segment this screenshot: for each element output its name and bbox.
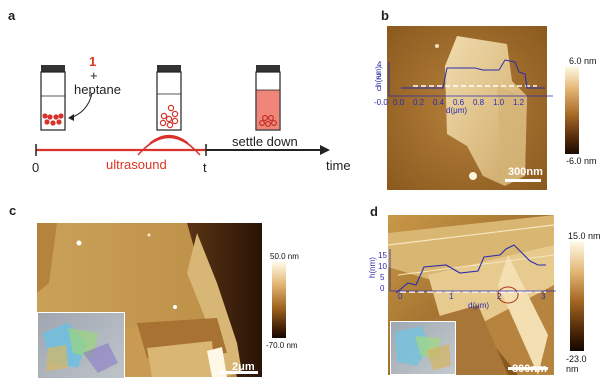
colorbar-d-max: 15.0 nm	[568, 231, 601, 241]
axis-time-label: time	[326, 158, 351, 173]
profile-ytick-d-0: 0	[380, 284, 385, 293]
profile-xtick-b-06: 0.6	[453, 98, 465, 107]
scalebar-b: 300nm	[508, 166, 543, 178]
profile-ytick-b-4: 4	[377, 60, 382, 69]
profile-ytick-b-0: 0	[377, 84, 382, 93]
panel-b: b h(nm) 4 2 0 -0.0 0.0 0.2	[370, 0, 601, 195]
profile-xtick-b-08: 0.8	[473, 98, 485, 107]
vial-2	[156, 65, 182, 131]
scalebar-d: 800nm	[512, 363, 547, 375]
axis-zero-label: 0	[32, 160, 40, 175]
profile-axes-d	[389, 249, 556, 292]
colorbar-b-min: -6.0 nm	[566, 156, 597, 166]
panel-c-label: c	[9, 203, 17, 218]
profile-xtick-d-1: 1	[449, 292, 454, 301]
step-settle-label: settle down	[232, 134, 298, 149]
profile-xtick-b-02: 0.2	[413, 98, 425, 107]
vial-1	[40, 65, 66, 131]
panel-d: d h(nm) 15 10 5 0 0 1 2 3 d(μm)	[310, 195, 601, 379]
vial-3	[255, 65, 281, 131]
step-ultrasound-label: ultrasound	[106, 157, 167, 172]
reagent-number: 1	[89, 54, 97, 69]
colorbar-d-min: -23.0 nm	[566, 354, 587, 374]
profile-ytick-b-2: 2	[377, 72, 382, 81]
panel-c: c 2μm	[0, 195, 310, 379]
profile-axes-b	[388, 62, 553, 97]
axis-t-label: t	[203, 160, 207, 175]
profile-xlabel-d: d(μm)	[468, 301, 490, 310]
afm-image-d	[388, 215, 554, 375]
profile-xtick-d-3: 3	[541, 292, 546, 301]
scalebar-c: 2μm	[232, 361, 255, 373]
panel-a-schematic	[35, 65, 330, 156]
profile-ytick-d-10: 10	[378, 262, 387, 271]
colorbar-b-max: 6.0 nm	[569, 56, 597, 66]
profile-xtick-b-00a: -0.0	[374, 98, 388, 107]
profile-xlabel-b: d(μm)	[446, 106, 468, 115]
optical-inset-d	[390, 321, 456, 375]
plus-sign: +	[90, 68, 98, 83]
profile-ytick-d-5: 5	[380, 273, 385, 282]
panel-b-label: b	[381, 8, 389, 23]
profile-xtick-d-0: 0	[398, 292, 403, 301]
profile-xtick-b-10: 1.0	[493, 98, 505, 107]
panel-d-label: d	[370, 204, 378, 219]
panel-a-label: a	[8, 8, 16, 23]
profile-xtick-d-2: 2	[497, 292, 502, 301]
profile-ylabel-d: h(nm)	[367, 257, 377, 278]
profile-xtick-b-04: 0.4	[433, 98, 445, 107]
colorbar-c-max: 50.0 nm	[270, 252, 299, 261]
colorbar-b	[565, 66, 579, 154]
profile-xtick-b-00b: 0.0	[393, 98, 405, 107]
profile-xtick-b-12: 1.2	[513, 98, 525, 107]
profile-ytick-d-15: 15	[378, 251, 387, 260]
colorbar-c-min: -70.0 nm	[266, 341, 298, 350]
ultrasound-waves	[137, 134, 201, 156]
panel-a: a	[0, 0, 370, 190]
colorbar-d	[570, 241, 584, 351]
afm-image-b	[387, 26, 547, 190]
colorbar-c	[272, 262, 286, 338]
solvent-label: heptane	[74, 82, 121, 97]
optical-inset-c	[37, 312, 125, 379]
